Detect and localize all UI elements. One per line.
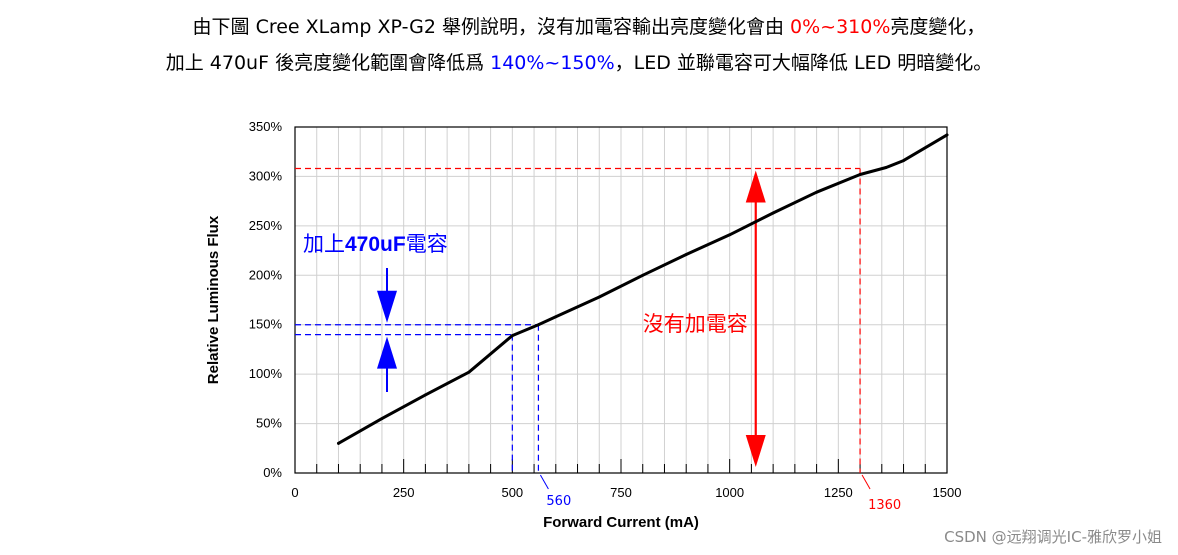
x-tick-label: 250 xyxy=(393,485,415,500)
y-tick-label: 350% xyxy=(249,119,283,134)
no-cap-label: 沒有加電容 xyxy=(643,312,748,336)
y-tick-label: 300% xyxy=(249,168,283,183)
with-cap-label-suffix: 電容 xyxy=(406,232,448,256)
series-point xyxy=(597,295,601,299)
x-axis-title: Forward Current (mA) xyxy=(543,514,699,531)
series-point xyxy=(467,370,471,374)
no-cap-marker-pointer xyxy=(861,474,871,490)
watermark: CSDN @远翔调光IC-雅欣罗小姐 xyxy=(944,528,1162,546)
x-tick-label: 1000 xyxy=(715,485,744,500)
series-point xyxy=(554,315,558,319)
series-point xyxy=(641,273,645,277)
grid xyxy=(295,126,947,473)
x-tick-label: 750 xyxy=(610,485,632,500)
y-tick-label: 100% xyxy=(249,366,283,381)
series-point xyxy=(337,441,340,445)
series-point xyxy=(728,233,732,237)
intro-line-1-prefix: 由下圖 Cree XLamp XP-G2 舉例說明，沒有加電容輸出亮度變化會由 xyxy=(192,16,791,38)
no-cap-arrow-down-head xyxy=(745,435,766,467)
with-cap-marker-label: 560 xyxy=(546,494,571,509)
y-tick-label: 200% xyxy=(249,267,283,282)
series-point xyxy=(510,334,514,337)
series-point xyxy=(884,166,888,169)
series-point xyxy=(424,393,427,397)
intro-line-1-range: 0%~310% xyxy=(790,16,891,38)
x-tick-label: 0 xyxy=(291,485,298,500)
intro-line-1-suffix: 亮度變化， xyxy=(890,16,986,38)
y-tick-label: 50% xyxy=(256,416,282,431)
annotations xyxy=(295,167,871,490)
y-tick-label: 0% xyxy=(263,465,282,480)
x-tick-label: 1250 xyxy=(824,485,853,500)
series-point xyxy=(815,190,818,194)
intro-line-2-suffix: ，LED 並聯電容可大幅降低 LED 明暗變化。 xyxy=(614,52,993,74)
series-point xyxy=(537,323,540,327)
with-cap-marker-pointer xyxy=(539,474,549,490)
labels-layer: 0% 50% 100% 150% 200% 250% 300% 350% 0 250 500 750 1… xyxy=(205,119,961,531)
y-tick-label: 150% xyxy=(249,317,283,332)
intro-line-1: 由下圖 Cree XLamp XP-G2 舉例說明，沒有加電容輸出亮度變化會由 … xyxy=(0,14,1178,40)
series-point xyxy=(380,417,384,421)
intro-line-2-prefix: 加上 470uF 後亮度變化範圍會降低爲 xyxy=(165,52,491,74)
with-cap-label-value: 470uF xyxy=(345,233,406,256)
y-tick-label: 250% xyxy=(249,218,283,233)
no-cap-marker-label: 1360 xyxy=(868,498,901,513)
series-layer xyxy=(337,133,949,445)
with-cap-label: 加上470uF電容 xyxy=(303,232,448,256)
intro-line-2-range: 140%~150% xyxy=(490,52,615,74)
series-point xyxy=(902,159,905,163)
series-point xyxy=(684,253,688,256)
with-cap-arrow-down-head xyxy=(377,290,397,323)
x-tick-label: 1500 xyxy=(933,485,962,500)
x-tick-label: 500 xyxy=(501,485,523,500)
y-axis-title: Relative Luminous Flux xyxy=(205,215,222,384)
with-cap-label-prefix: 加上 xyxy=(303,232,345,256)
series-point xyxy=(771,211,775,215)
no-cap-arrow-up-head xyxy=(745,170,766,203)
axes xyxy=(294,126,948,474)
series-point xyxy=(858,173,862,176)
with-cap-arrow-up-head xyxy=(377,336,397,369)
series-point xyxy=(945,133,949,137)
intro-line-2: 加上 470uF 後亮度變化範圍會降低爲 140%~150%，LED 並聯電容可… xyxy=(0,50,1168,76)
